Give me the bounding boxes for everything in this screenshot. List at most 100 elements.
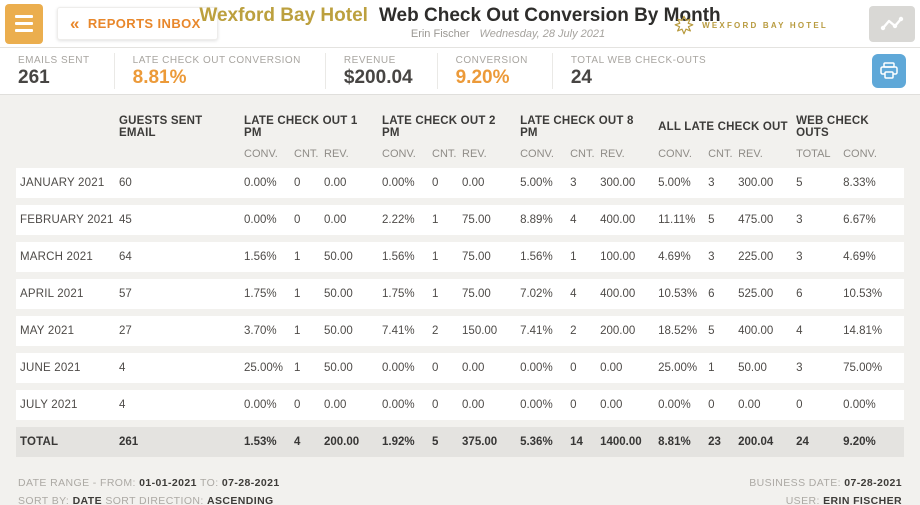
value-cell: 1.75%	[240, 279, 290, 309]
report-user: Erin Fischer	[410, 28, 470, 40]
table-row: FEBRUARY 2021 45 0.00% 0 0.00 2.22% 1 75.00 8.89…	[16, 205, 905, 235]
value-cell: 18.52%	[654, 316, 705, 346]
stat-late-checkout-conversion: LATE CHECK OUT CONVERSION 8.81%	[113, 53, 325, 89]
value-cell: 25.00%	[654, 353, 705, 383]
value-cell: 1.92%	[378, 427, 429, 457]
footer-left: DATE RANGE - FROM: 01-01-2021 TO: 07-28-…	[18, 474, 280, 505]
sub-header-rev: REV.	[324, 148, 349, 160]
guests-cell: 60	[115, 168, 240, 198]
value-cell: 0.00%	[378, 168, 429, 198]
value-cell: 0	[290, 168, 320, 198]
value-cell: 150.00	[458, 316, 517, 346]
value-cell: 0	[566, 353, 597, 383]
guests-cell: 4	[115, 353, 240, 383]
hotel-name: Wexford Bay Hotel	[199, 5, 368, 26]
table-row: MARCH 2021 64 1.56% 1 50.00 1.56% 1 75.00 1.56% 1…	[16, 242, 905, 272]
value-cell: 1	[290, 353, 320, 383]
value-cell: 0	[428, 168, 459, 198]
value-cell: 0	[290, 390, 320, 420]
page-title: Web Check Out Conversion By Month	[378, 5, 721, 26]
col-header-late-checkout-1pm: LATE CHECK OUT 1 PM	[244, 115, 358, 139]
value-cell: 1	[566, 242, 597, 272]
sub-header-cnt: CNT.	[294, 148, 319, 160]
value-cell: 0.00	[320, 390, 379, 420]
report-footer: DATE RANGE - FROM: 01-01-2021 TO: 07-28-…	[18, 474, 902, 505]
value-cell: 100.00	[596, 242, 655, 272]
hotel-logo: WEXFORD BAY HOTEL	[673, 14, 828, 36]
value-cell: 1	[428, 205, 459, 235]
col-header-web-checkouts: WEB CHECK OUTS	[796, 115, 869, 139]
guests-cell: 27	[115, 316, 240, 346]
value-cell: 0.00%	[240, 168, 290, 198]
footer-right: BUSINESS DATE: 07-28-2021 USER: ERIN FIS…	[749, 474, 902, 505]
col-header-guests-sent-email: GUESTS SENT EMAIL	[119, 115, 203, 139]
value-cell: 0.00%	[240, 205, 290, 235]
value-cell: 0.00%	[654, 390, 705, 420]
value-cell: 0.00	[734, 390, 793, 420]
month-cell: JUNE 2021	[16, 353, 115, 383]
value-cell: 5	[704, 205, 735, 235]
value-cell: 10.53%	[839, 279, 905, 309]
printer-icon	[880, 62, 898, 79]
value-cell: 0.00%	[839, 390, 905, 420]
table-row: JANUARY 2021 60 0.00% 0 0.00 0.00% 0 0.00 5.00% 3…	[16, 168, 905, 198]
value-cell: 400.00	[596, 205, 655, 235]
sub-header-conv: CONV.	[382, 148, 416, 160]
value-cell: 7.02%	[516, 279, 567, 309]
table-group-header-row: GUESTS SENT EMAIL LATE CHECK OUT 1 PM LA…	[16, 114, 904, 140]
guests-cell: 4	[115, 390, 240, 420]
value-cell: 7.41%	[378, 316, 429, 346]
value-cell: 3	[704, 242, 735, 272]
guests-cell: 45	[115, 205, 240, 235]
value-cell: 400.00	[596, 279, 655, 309]
table-body: JANUARY 2021 60 0.00% 0 0.00 0.00% 0 0.00 5.00% 3…	[16, 168, 905, 457]
value-cell: 1400.00	[596, 427, 655, 457]
value-cell: 4	[290, 427, 320, 457]
value-cell: 75.00%	[839, 353, 905, 383]
value-cell: 50.00	[734, 353, 793, 383]
value-cell: 0	[792, 390, 840, 420]
hamburger-menu-button[interactable]	[5, 3, 43, 44]
value-cell: 2.22%	[378, 205, 429, 235]
month-cell: JULY 2021	[16, 390, 115, 420]
value-cell: 0.00	[458, 353, 517, 383]
stat-emails-sent: EMAILS SENT 261	[18, 55, 90, 88]
value-cell: 0.00	[596, 353, 655, 383]
value-cell: 300.00	[734, 168, 793, 198]
value-cell: 225.00	[734, 242, 793, 272]
business-date-line: BUSINESS DATE: 07-28-2021	[749, 477, 902, 489]
table-row: JUNE 2021 4 25.00% 1 50.00 0.00% 0 0.00 0.00% 0 0.…	[16, 353, 905, 383]
value-cell: 50.00	[320, 353, 379, 383]
value-cell: 5	[704, 316, 735, 346]
value-cell: 75.00	[458, 205, 517, 235]
chart-view-button[interactable]	[869, 6, 915, 42]
value-cell: 3.70%	[240, 316, 290, 346]
month-cell: APRIL 2021	[16, 279, 115, 309]
stat-revenue: REVENUE $200.04	[324, 53, 437, 89]
value-cell: 25.00%	[240, 353, 290, 383]
report-table: GUESTS SENT EMAIL LATE CHECK OUT 1 PM LA…	[16, 107, 905, 464]
sub-header-cnt: CNT.	[708, 148, 733, 160]
sub-header-conv: CONV.	[658, 148, 692, 160]
value-cell: 0	[704, 390, 735, 420]
value-cell: 10.53%	[654, 279, 705, 309]
sub-header-total: TOTAL	[796, 148, 831, 160]
double-chevron-left-icon: «	[70, 13, 80, 33]
logo-text: WEXFORD BAY HOTEL	[702, 20, 828, 30]
value-cell: 0	[428, 390, 459, 420]
sub-header-cnt: CNT.	[432, 148, 457, 160]
table-total-row: TOTAL 261 1.53% 4 200.00 1.92% 5 375.00 5.36% 14 1…	[16, 427, 905, 457]
value-cell: 0.00%	[240, 390, 290, 420]
value-cell: 1.56%	[378, 242, 429, 272]
value-cell: 8.33%	[839, 168, 905, 198]
user-line: USER: ERIN FISCHER	[749, 492, 902, 505]
value-cell: 1	[290, 279, 320, 309]
reports-inbox-button[interactable]: « REPORTS INBOX	[57, 7, 218, 40]
value-cell: 6.67%	[839, 205, 905, 235]
value-cell: 75.00	[458, 279, 517, 309]
value-cell: 1	[704, 353, 735, 383]
table-row: MAY 2021 27 3.70% 1 50.00 7.41% 2 150.00 7.41% 2 2…	[16, 316, 905, 346]
value-cell: 50.00	[320, 242, 379, 272]
month-cell: MAY 2021	[16, 316, 115, 346]
print-button[interactable]	[872, 54, 906, 88]
